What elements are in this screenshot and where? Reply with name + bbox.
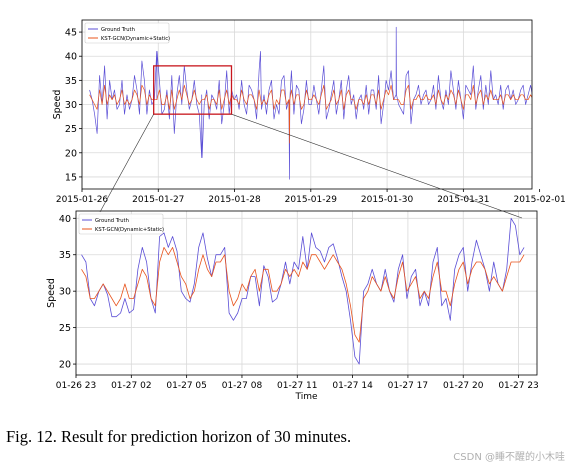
x-tick-label: 01-27 02 xyxy=(111,381,151,391)
x-tick-label: 2015-01-31 xyxy=(437,195,489,205)
x-tick-label: 01-26 23 xyxy=(56,381,96,391)
connector-left xyxy=(99,114,154,213)
y-axis-label: Speed xyxy=(46,278,57,308)
y-axis-label: Speed xyxy=(52,90,63,120)
prediction-line xyxy=(89,84,532,144)
legend-box xyxy=(78,213,164,235)
y-tick-label: 45 xyxy=(65,28,77,39)
watermark: CSDN @睡不醒的小木哇 xyxy=(453,452,565,463)
x-tick-label: 01-27 14 xyxy=(332,381,373,391)
legend-label: KST-GCN(Dynamic+Static) xyxy=(101,36,170,42)
y-tick-label: 20 xyxy=(65,148,77,159)
top-chart: 15 20 25 30 35 40 45 2015-01-26 2015-01-27 2015-0… xyxy=(52,19,566,205)
series-group xyxy=(81,217,525,365)
x-tick-label: 01-27 05 xyxy=(166,381,206,391)
y-tick-label: 40 xyxy=(59,214,71,225)
y-tick-label: 25 xyxy=(59,323,71,334)
x-tick-label: 01-27 11 xyxy=(277,381,317,391)
plot-frame xyxy=(75,210,538,376)
y-tick-label: 15 xyxy=(65,172,77,183)
zoom-rectangle xyxy=(153,65,233,115)
legend-label: KST-GCN(Dynamic+Static) xyxy=(95,227,164,233)
series-group xyxy=(89,26,532,180)
x-tick-label: 01-27 17 xyxy=(388,381,428,391)
x-tick-label: 2015-01-28 xyxy=(208,195,261,205)
y-tick-label: 30 xyxy=(65,100,77,111)
connector-right xyxy=(231,113,523,219)
prediction-line xyxy=(81,247,525,343)
y-tick-label: 40 xyxy=(65,52,77,63)
ground-truth-line xyxy=(89,26,532,180)
x-tick-label: 01-27 23 xyxy=(498,381,538,391)
y-tick-label: 35 xyxy=(65,76,77,87)
y-tick-label: 30 xyxy=(59,287,71,298)
x-axis-label: Time xyxy=(294,392,317,402)
legend-label: Ground Truth xyxy=(95,218,129,224)
figure-caption: Fig. 12. Result for prediction horizon o… xyxy=(6,427,352,446)
zoom-connectors xyxy=(99,113,523,219)
x-tick-label: 01-27 08 xyxy=(222,381,263,391)
bottom-chart: 20 25 30 35 40 01-26 23 01-27 02 01-27 05 01-27 … xyxy=(46,210,539,402)
y-tick-label: 35 xyxy=(59,250,71,261)
legend-box xyxy=(84,22,170,44)
x-tick-label: 2015-01-26 xyxy=(56,195,109,205)
legend-label: Ground Truth xyxy=(101,27,135,33)
ground-truth-line xyxy=(81,217,525,365)
y-tick-label: 20 xyxy=(59,360,71,371)
x-tick-label: 2015-02-01 xyxy=(513,195,565,205)
y-tick-label: 25 xyxy=(65,124,77,135)
x-tick-label: 2015-01-30 xyxy=(361,195,414,205)
x-tick-label: 01-27 20 xyxy=(443,381,484,391)
x-tick-label: 2015-01-27 xyxy=(132,195,184,205)
x-tick-label: 2015-01-29 xyxy=(285,195,338,205)
